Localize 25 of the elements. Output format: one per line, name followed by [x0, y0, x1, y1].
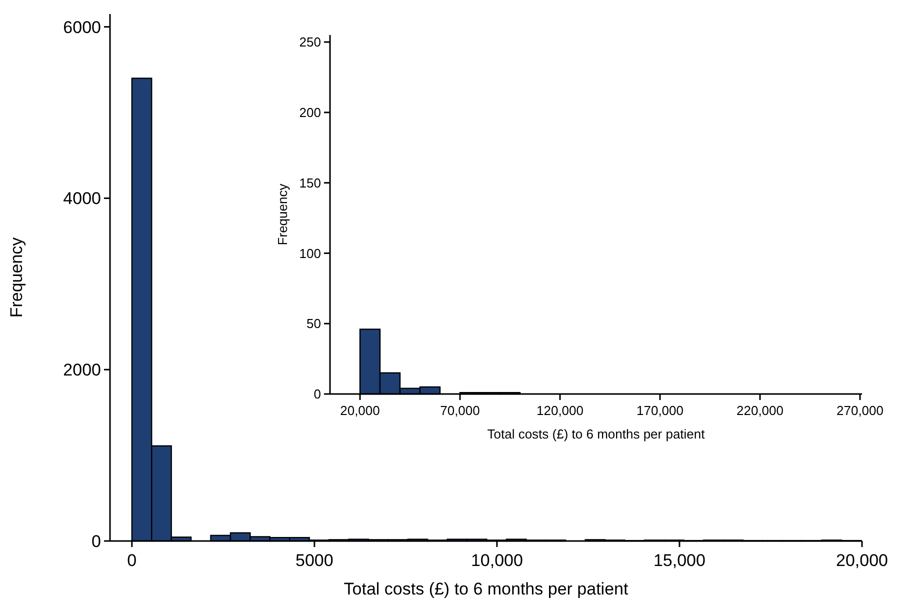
x-tick-label: 20,000: [836, 551, 888, 570]
y-tick-label: 0: [314, 386, 321, 402]
x-tick-label: 5000: [296, 551, 334, 570]
y-tick-label: 4000: [63, 189, 101, 208]
y-axis-title: Frequency: [7, 236, 26, 318]
x-tick-label: 20,000: [340, 403, 380, 418]
y-tick-label: 50: [306, 316, 321, 332]
x-axis-title: Total costs (£) to 6 months per patient: [487, 426, 706, 442]
y-axis-title: Frequency: [275, 183, 290, 246]
y-tick-label: 150: [299, 175, 321, 190]
x-tick-label: 0: [127, 551, 137, 570]
y-tick-label: 6000: [63, 18, 101, 37]
y-tick-label: 2000: [63, 360, 101, 380]
x-tick-label: 10,000: [470, 551, 523, 570]
x-tick-label: 270,000: [836, 403, 884, 418]
x-tick-label: 70,000: [440, 403, 480, 418]
x-tick-label: 220,000: [736, 403, 784, 418]
y-tick-label: 250: [299, 34, 321, 50]
x-tick-label: 15,000: [653, 551, 706, 570]
y-tick-label: 0: [92, 532, 101, 551]
x-axis-title: Total costs (£) to 6 months per patient: [344, 579, 628, 598]
x-tick-label: 120,000: [536, 403, 584, 418]
y-tick-label: 200: [299, 104, 321, 120]
y-tick-label: 100: [299, 246, 321, 261]
x-tick-label: 170,000: [636, 403, 684, 418]
